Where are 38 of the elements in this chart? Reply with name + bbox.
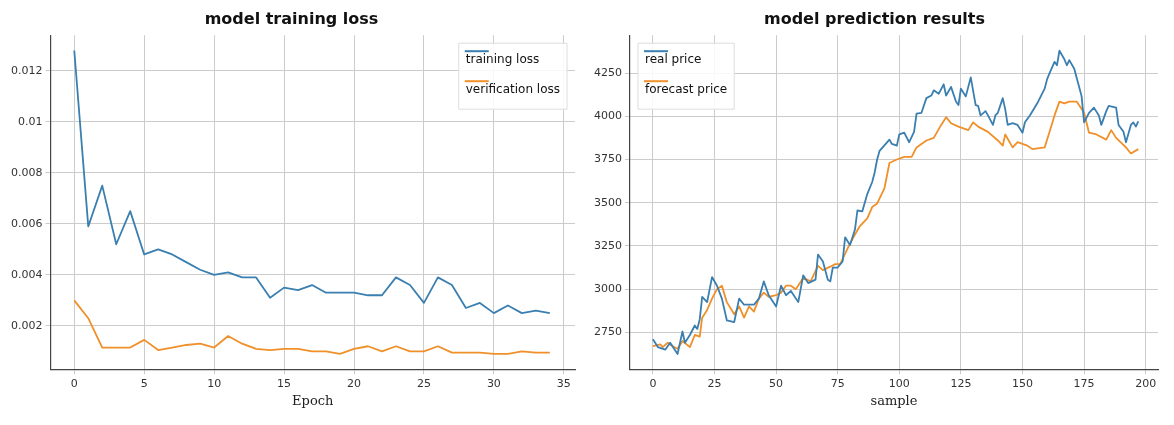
x-tick-label: 35 (556, 376, 571, 390)
x-tick-label: 25 (416, 376, 431, 390)
x-tick-label: 20 (347, 376, 362, 390)
x-tick-label: 0 (70, 376, 78, 390)
x-tick-label: 0 (649, 376, 657, 390)
y-tick-label: 0.004 (10, 267, 43, 281)
x-tick-label: 25 (707, 376, 722, 390)
x-tick-label: 5 (140, 376, 148, 390)
x-tick-label: 125 (950, 376, 972, 390)
legend-label: verification loss (465, 82, 561, 97)
x-tick-label: 15 (277, 376, 292, 390)
x-axis-title: Epoch (292, 392, 335, 408)
x-tick-label: 200 (1135, 376, 1157, 390)
legend-label: training loss (465, 52, 540, 67)
x-tick-label: 30 (486, 376, 501, 390)
x-tick-label: 50 (769, 376, 784, 390)
x-tick-label: 150 (1011, 376, 1033, 390)
chart-title: model training loss (204, 8, 379, 28)
y-tick-label: 3250 (593, 238, 622, 252)
x-tick-label: 175 (1073, 376, 1095, 390)
y-tick-label: 3750 (593, 152, 622, 166)
y-tick-label: 3000 (593, 282, 622, 296)
x-axis-title: sample (870, 392, 918, 408)
x-tick-label: 100 (888, 376, 910, 390)
y-tick-label: 0.008 (10, 165, 43, 179)
legend-label: forecast price (644, 82, 728, 97)
chart-title: model prediction results (763, 8, 986, 28)
y-tick-label: 0.012 (10, 63, 43, 77)
y-tick-label: 3500 (593, 195, 622, 209)
x-tick-label: 10 (207, 376, 222, 390)
legend-label: real price (644, 52, 702, 67)
y-tick-label: 2750 (593, 325, 622, 339)
y-tick-label: 0.01 (17, 114, 43, 128)
y-tick-label: 0.006 (10, 216, 43, 230)
y-tick-label: 0.002 (10, 318, 43, 332)
x-tick-label: 75 (830, 376, 845, 390)
y-tick-label: 4000 (593, 109, 622, 123)
y-tick-label: 4250 (593, 65, 622, 79)
